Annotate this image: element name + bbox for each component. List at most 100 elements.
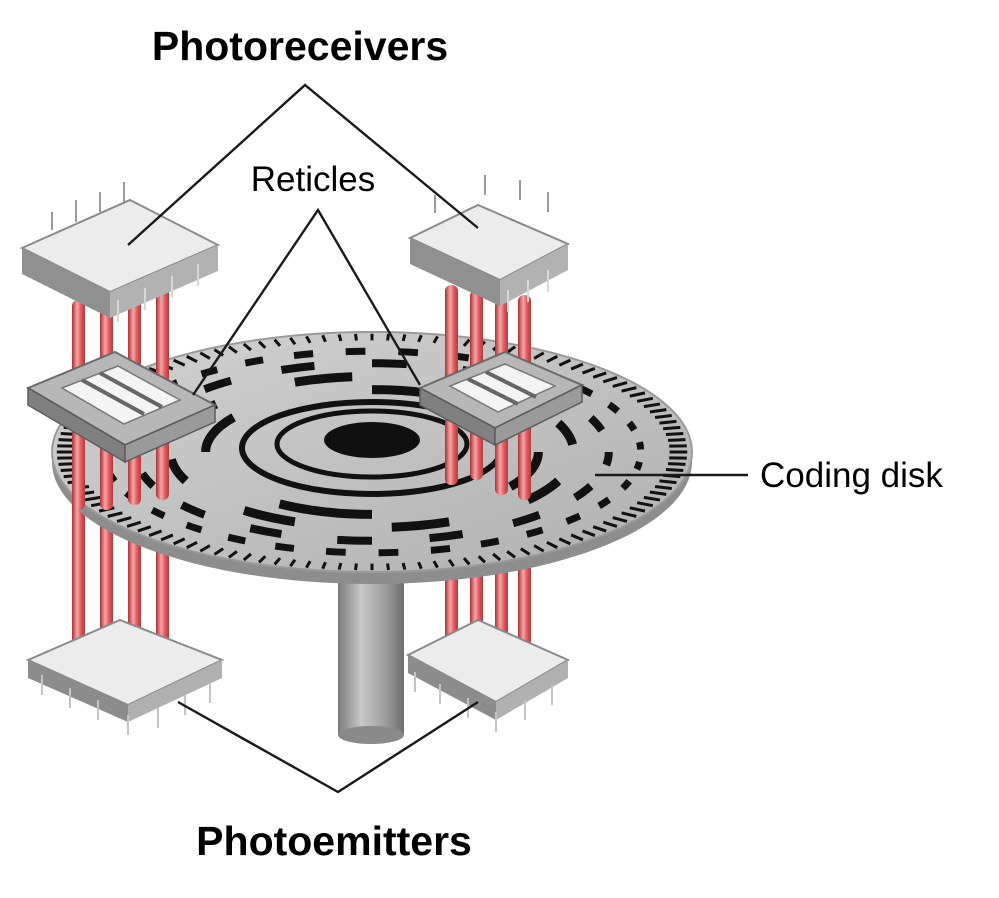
disk-slot bbox=[447, 558, 455, 568]
disk-slot bbox=[116, 516, 132, 523]
disk-slot bbox=[173, 537, 186, 546]
disk-slot bbox=[659, 479, 677, 485]
disk-slot bbox=[654, 413, 672, 420]
code-segment bbox=[293, 350, 314, 360]
disk-slot bbox=[612, 516, 628, 523]
code-segment bbox=[572, 482, 594, 502]
disk-slot bbox=[654, 484, 672, 491]
disk-slot bbox=[592, 371, 607, 379]
disk-slot bbox=[492, 552, 502, 562]
disk-slot bbox=[305, 560, 312, 569]
disk-slot bbox=[432, 335, 439, 344]
disk-slot bbox=[337, 562, 343, 570]
disk-slot bbox=[570, 362, 584, 371]
disk-slot bbox=[649, 408, 667, 414]
disk-slot bbox=[643, 402, 661, 409]
disk-slot bbox=[432, 560, 439, 569]
disk-slot bbox=[546, 355, 558, 364]
disk-slot bbox=[199, 544, 211, 553]
disk-slot bbox=[477, 555, 487, 564]
disk-slot bbox=[386, 563, 390, 571]
leader-reticles bbox=[192, 207, 422, 396]
code-segment bbox=[179, 501, 206, 519]
code-segment bbox=[633, 460, 643, 471]
shaft bbox=[338, 575, 404, 744]
disk-slot bbox=[519, 547, 531, 556]
disk-slot bbox=[289, 336, 297, 346]
code-segment bbox=[203, 376, 233, 393]
code-segment bbox=[167, 458, 189, 485]
disk-slot bbox=[506, 345, 516, 354]
disk-slot bbox=[417, 561, 423, 570]
disk-slot bbox=[257, 555, 267, 564]
label-reticles: Reticles bbox=[251, 160, 375, 199]
disk-slot bbox=[213, 547, 225, 556]
code-segment bbox=[249, 524, 282, 538]
disk-slot bbox=[160, 533, 174, 542]
disk-slot bbox=[173, 358, 186, 367]
disk-slot bbox=[665, 467, 684, 472]
code-segment bbox=[274, 542, 295, 552]
code-segment bbox=[150, 506, 166, 520]
disk-slot bbox=[636, 501, 654, 508]
disk-slot bbox=[506, 550, 516, 559]
disk-slot bbox=[462, 557, 471, 566]
leader-photoemitters bbox=[177, 700, 479, 794]
code-segment bbox=[525, 477, 562, 505]
code-segment bbox=[280, 361, 315, 374]
label-photoemitters: Photoemitters bbox=[196, 818, 472, 864]
leader-photoreceivers bbox=[127, 83, 479, 246]
code-segment bbox=[602, 451, 613, 467]
disk-slot bbox=[401, 562, 407, 570]
code-segment bbox=[620, 479, 632, 491]
disk-slot bbox=[602, 376, 618, 384]
code-segment bbox=[227, 533, 246, 545]
code-segment bbox=[429, 530, 464, 543]
disk-slot bbox=[107, 511, 123, 518]
code-segment bbox=[508, 451, 543, 491]
disk-slot bbox=[665, 432, 684, 437]
code-segment bbox=[242, 506, 296, 527]
photoreceiver-chip-left bbox=[19, 182, 221, 322]
disk-slot bbox=[386, 333, 390, 341]
code-segment bbox=[555, 419, 577, 446]
disk-slot bbox=[228, 345, 238, 354]
code-segment bbox=[565, 512, 582, 525]
disk-slot bbox=[602, 520, 618, 528]
reticle-left bbox=[25, 350, 218, 464]
photoemitter-chip-right bbox=[405, 618, 571, 732]
disk-slot bbox=[558, 537, 571, 546]
code-segment bbox=[294, 372, 353, 387]
code-segment bbox=[430, 544, 451, 554]
code-segment bbox=[185, 521, 203, 534]
disk-slot bbox=[186, 540, 198, 549]
disk-slot bbox=[667, 462, 686, 466]
code-segment bbox=[371, 359, 407, 369]
disk-slot bbox=[148, 529, 163, 537]
disk-slot bbox=[305, 335, 312, 344]
disk-slot bbox=[273, 338, 282, 347]
photoreceiver-chip-right bbox=[407, 175, 571, 312]
disk-slot bbox=[289, 558, 297, 568]
disk-slot bbox=[558, 358, 571, 367]
disk-slot bbox=[662, 425, 681, 431]
disk-slot bbox=[137, 525, 152, 533]
disk-slot bbox=[417, 334, 423, 343]
disk-slot bbox=[636, 396, 654, 403]
disk-slot bbox=[354, 333, 358, 341]
disk-slot bbox=[629, 391, 646, 398]
code-segment bbox=[636, 441, 645, 450]
code-segment bbox=[511, 511, 541, 528]
code-segment bbox=[244, 356, 264, 367]
disk-slot bbox=[570, 533, 584, 542]
code-segment bbox=[588, 415, 606, 433]
disk-slot bbox=[533, 351, 545, 360]
disk-slot bbox=[186, 355, 198, 364]
reticle-right bbox=[417, 350, 585, 447]
code-segment bbox=[480, 537, 500, 548]
disk-slot bbox=[257, 340, 267, 349]
disk-slot bbox=[83, 495, 101, 502]
disk-slot bbox=[643, 495, 661, 502]
disk-slot bbox=[354, 563, 358, 571]
disk-slot bbox=[659, 419, 677, 425]
